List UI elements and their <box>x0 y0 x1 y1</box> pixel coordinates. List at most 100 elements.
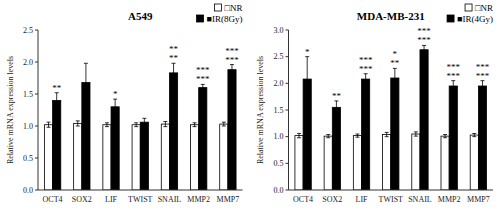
error-cap <box>105 122 109 123</box>
bar <box>353 136 361 190</box>
significance-stars: *** <box>476 62 490 72</box>
title: A549 <box>128 10 153 22</box>
bar <box>140 122 148 190</box>
panel: 0.00.51.01.52.02.5*******************OCT… <box>6 3 243 204</box>
y-label: Relative mRNA expression levels <box>6 56 15 164</box>
significance-stars: * <box>113 89 118 99</box>
error-line <box>336 101 337 114</box>
bar <box>103 125 111 190</box>
error-line <box>365 74 366 85</box>
error-bar <box>134 123 138 127</box>
significance-stars: * <box>305 47 310 57</box>
error-cap <box>355 134 359 135</box>
bar <box>391 78 399 190</box>
error-bar <box>47 122 51 127</box>
error-bar <box>172 63 176 82</box>
significance-stars: *** <box>417 26 431 36</box>
x-tick-label: TWIST <box>128 195 153 204</box>
error-bar <box>142 118 146 126</box>
error-bar <box>480 81 484 92</box>
error-bar <box>355 134 359 137</box>
error-line <box>85 63 86 101</box>
error-line <box>386 132 387 136</box>
error-line <box>307 57 308 102</box>
bar <box>383 135 391 190</box>
error-cap <box>472 133 476 134</box>
error-bar <box>334 101 338 114</box>
bar <box>362 79 370 190</box>
error-cap <box>193 122 197 123</box>
error-bar <box>364 74 368 85</box>
y-tick-label: 2.5 <box>23 26 33 35</box>
error-cap <box>163 126 167 127</box>
bar <box>449 86 457 190</box>
error-cap <box>47 122 51 123</box>
error-cap <box>443 137 447 138</box>
error-line <box>453 81 454 92</box>
bar <box>478 86 486 190</box>
y-label: Relative mRNA expression levels <box>256 56 265 164</box>
error-line <box>474 133 475 136</box>
legend-swatch <box>197 15 204 22</box>
error-line <box>299 133 300 137</box>
bar <box>111 107 119 190</box>
error-cap <box>480 91 484 92</box>
bar <box>228 70 236 190</box>
x-tick-label: MMP7 <box>467 195 490 204</box>
bar <box>161 124 169 190</box>
legend-swatch <box>215 4 222 11</box>
y-axis <box>288 30 289 190</box>
bar <box>420 50 428 190</box>
significance-stars: *** <box>476 71 490 81</box>
error-line <box>223 122 224 126</box>
error-bar <box>414 132 418 136</box>
significance-stars: ** <box>332 91 342 101</box>
significance-stars: *** <box>225 46 239 56</box>
legend: □NR■IR(8Gy) <box>197 3 243 24</box>
error-bar <box>222 122 226 126</box>
error-line <box>415 132 416 136</box>
bar <box>295 136 303 190</box>
significance-stars: ** <box>169 44 179 54</box>
error-cap <box>222 122 226 123</box>
significance-stars: *** <box>196 74 210 84</box>
error-line <box>202 84 203 90</box>
error-line <box>482 81 483 92</box>
x-tick-label: TWIST <box>379 195 404 204</box>
error-cap <box>113 114 117 115</box>
legend-label: □NR <box>475 3 493 13</box>
bars <box>44 63 236 190</box>
legend-swatch <box>465 4 472 11</box>
significance-stars: *** <box>359 55 373 65</box>
error-line <box>445 135 446 138</box>
x-tick-label: OCT4 <box>43 195 63 204</box>
error-bar <box>163 122 167 127</box>
error-cap <box>414 136 418 137</box>
x-tick-label: LIF <box>356 195 369 204</box>
significance-stars: *** <box>447 62 461 72</box>
error-line <box>194 123 195 127</box>
error-line <box>173 63 174 82</box>
title: MDA-MB-231 <box>357 10 425 22</box>
error-cap <box>84 63 88 64</box>
error-cap <box>134 126 138 127</box>
error-cap <box>414 131 418 132</box>
error-cap <box>193 126 197 127</box>
error-bar <box>385 132 389 136</box>
bar <box>220 124 228 190</box>
error-line <box>115 99 116 114</box>
error-cap <box>47 127 51 128</box>
error-cap <box>364 84 368 85</box>
error-bar <box>422 45 426 54</box>
bar <box>412 134 420 190</box>
error-bar <box>201 84 205 90</box>
significance-stars: ** <box>52 83 62 93</box>
error-cap <box>385 136 389 137</box>
error-line <box>136 123 137 127</box>
figure: 0.00.51.01.52.02.5*******************OCT… <box>0 0 501 212</box>
error-bar <box>113 99 117 114</box>
error-bar <box>55 93 59 108</box>
x-tick-label: SNAIL <box>158 195 182 204</box>
error-cap <box>472 136 476 137</box>
y-tick-label: 1.0 <box>23 122 33 131</box>
